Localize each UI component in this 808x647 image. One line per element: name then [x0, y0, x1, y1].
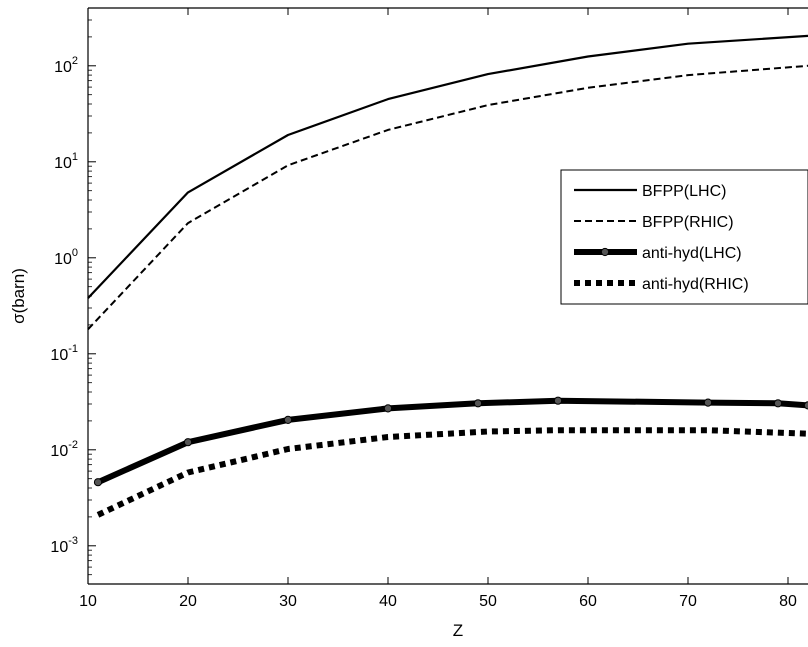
- legend: BFPP(LHC) BFPP(RHIC) anti-hyd(LHC) anti-hyd…: [560, 169, 808, 305]
- legend-label-3: anti-hyd(RHIC): [642, 276, 749, 293]
- axes-group: 10 20 30 40 50 60 70 80 10-3 10-2 10-1 100 101 102: [50, 7, 808, 610]
- series-2-point-6: [703, 398, 713, 407]
- x-axis-label: Z: [453, 621, 463, 640]
- y-tick-label-4: 101: [54, 151, 78, 172]
- legend-label-0: BFPP(LHC): [642, 183, 726, 200]
- x-tick-label-4: 50: [479, 593, 497, 610]
- y-tick-label-5: 102: [54, 55, 78, 76]
- x-tick-label-3: 40: [379, 593, 397, 610]
- series-2-point-4: [473, 399, 483, 408]
- series-2-point-3: [383, 404, 393, 413]
- y-tick-label-1: 10-2: [50, 439, 78, 460]
- series-2-point-7: [773, 399, 783, 408]
- series-2-point-2: [283, 415, 293, 424]
- series-line-0: [87, 34, 808, 299]
- y-tick-label-0: 10-3: [50, 535, 78, 556]
- x-tick-label-2: 30: [279, 593, 297, 610]
- legend-label-2: anti-hyd(LHC): [642, 245, 742, 262]
- y-tick-label-3: 100: [54, 247, 78, 268]
- x-tick-label-6: 70: [679, 593, 697, 610]
- series-group: [87, 34, 808, 518]
- y-axis-label: σ(barn): [9, 268, 28, 324]
- x-tick-label-1: 20: [179, 593, 197, 610]
- series-line-1: [87, 64, 808, 330]
- series-2-point-8: [803, 401, 808, 410]
- series-2-point-5: [553, 396, 563, 405]
- series-2-point-0: [93, 478, 103, 487]
- series-2-point-1: [183, 438, 193, 447]
- series-line-3: [96, 427, 808, 518]
- legend-label-1: BFPP(RHIC): [642, 214, 734, 231]
- legend-marker-2: [600, 247, 610, 257]
- legend-box: [560, 169, 808, 305]
- x-tick-label-7: 80: [779, 593, 797, 610]
- y-tick-label-2: 10-1: [50, 343, 78, 364]
- x-tick-label-0: 10: [79, 593, 97, 610]
- x-tick-label-5: 60: [579, 593, 597, 610]
